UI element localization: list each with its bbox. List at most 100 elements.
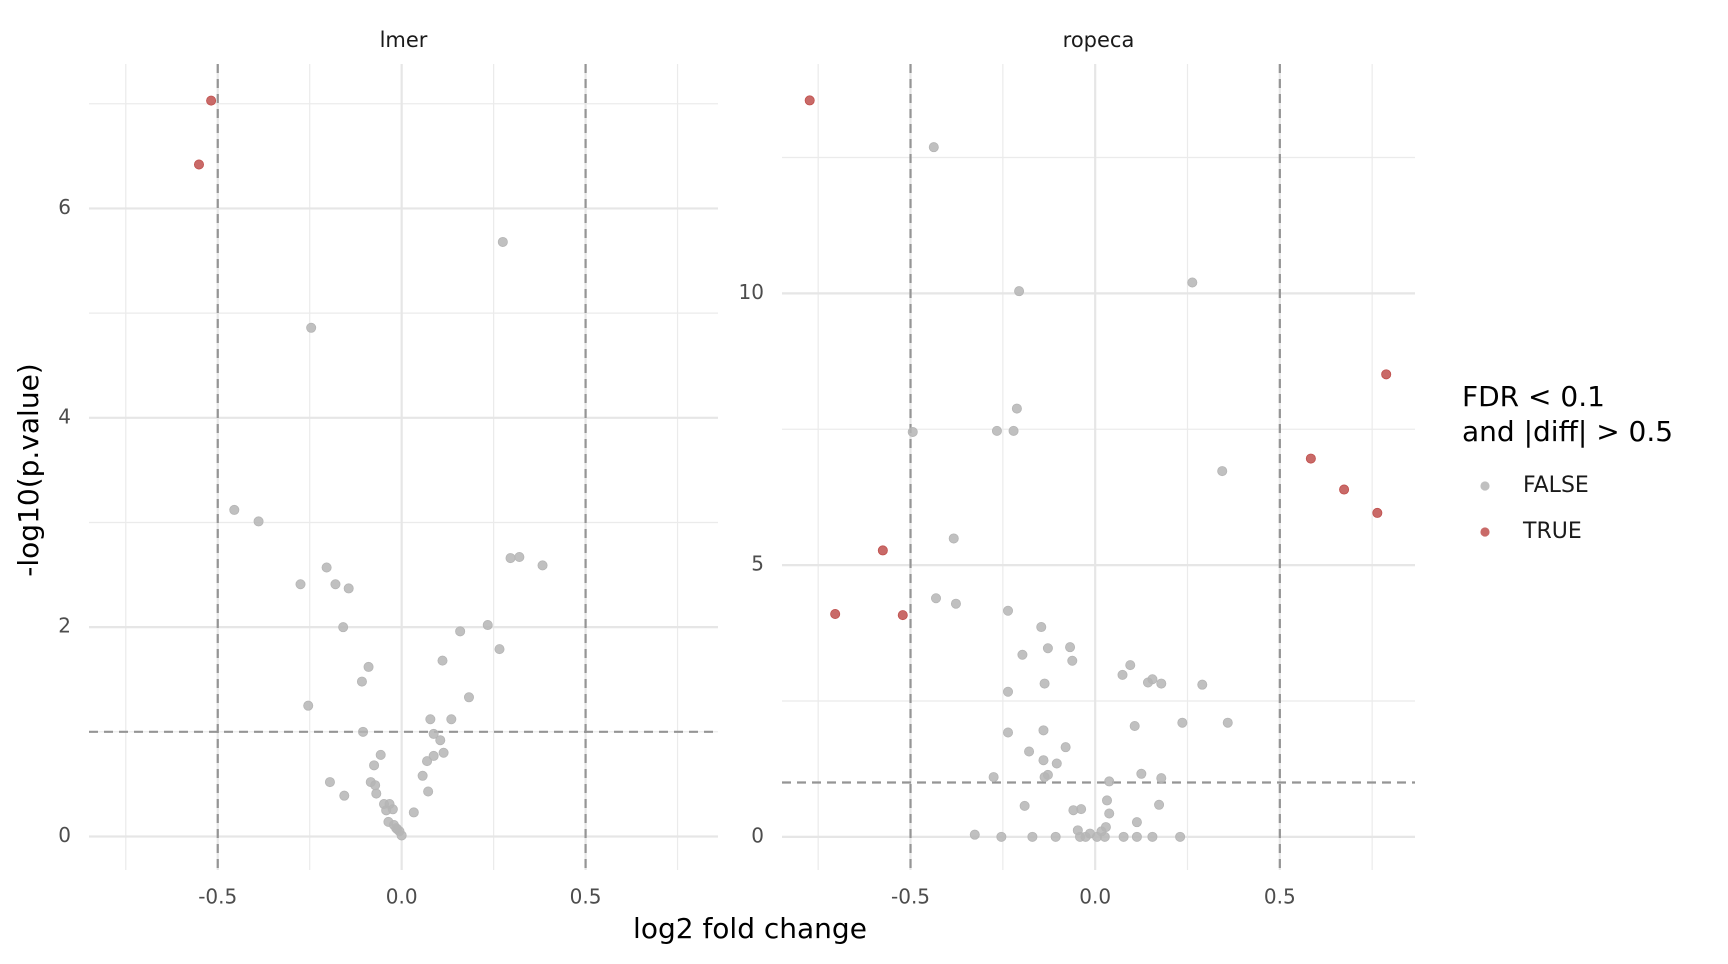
point	[369, 760, 380, 771]
point	[1003, 605, 1014, 616]
point	[1222, 717, 1233, 728]
legend-swatch	[1480, 481, 1490, 491]
x-tick-label: 0.0	[386, 885, 418, 909]
point	[931, 593, 942, 604]
point	[907, 426, 918, 437]
point	[356, 676, 367, 687]
x-tick-label: -0.5	[198, 885, 237, 909]
point	[1099, 831, 1110, 842]
legend-swatch	[1480, 527, 1490, 537]
point	[422, 756, 433, 767]
point	[1154, 799, 1165, 810]
point	[306, 322, 317, 333]
point	[1131, 817, 1142, 828]
legend-title: FDR < 0.1	[1462, 380, 1605, 413]
x-tick-label: 0.5	[570, 885, 602, 909]
point	[1042, 643, 1053, 654]
point	[1131, 831, 1142, 842]
point	[1101, 795, 1112, 806]
point	[1156, 678, 1167, 689]
x-axis-title: log2 fold change	[633, 912, 867, 945]
point	[428, 728, 439, 739]
panel-title: lmer	[380, 28, 428, 52]
point	[988, 772, 999, 783]
y-tick-label: 10	[739, 280, 764, 304]
point	[206, 95, 217, 106]
y-tick-label: 5	[751, 552, 764, 576]
point	[1068, 805, 1079, 816]
y-tick-label: 2	[58, 614, 71, 638]
point	[1129, 720, 1140, 731]
point	[438, 747, 449, 758]
point	[1117, 669, 1128, 680]
y-tick-label: 0	[58, 823, 71, 847]
point	[1039, 678, 1050, 689]
point	[1060, 742, 1071, 753]
point	[229, 504, 240, 515]
point	[1027, 831, 1038, 842]
point	[330, 579, 341, 590]
point	[371, 788, 382, 799]
point	[428, 750, 439, 761]
point	[1011, 403, 1022, 414]
point	[996, 831, 1007, 842]
y-tick-label: 4	[58, 404, 71, 428]
x-tick-label: -0.5	[891, 885, 930, 909]
point	[897, 610, 908, 621]
legend-label: FALSE	[1523, 473, 1589, 498]
point	[1197, 679, 1208, 690]
point	[435, 735, 446, 746]
point	[321, 562, 332, 573]
point	[928, 142, 939, 153]
point	[1381, 369, 1392, 380]
point	[455, 626, 466, 637]
point	[1125, 660, 1136, 671]
point	[363, 661, 374, 672]
point	[1003, 686, 1014, 697]
x-tick-label: 0.0	[1079, 885, 1111, 909]
point	[324, 777, 335, 788]
point	[1051, 758, 1062, 769]
point	[1104, 776, 1115, 787]
point	[417, 770, 428, 781]
point	[437, 655, 448, 666]
point	[1003, 727, 1014, 738]
point	[423, 786, 434, 797]
point	[1147, 831, 1158, 842]
point	[446, 714, 457, 725]
point	[1142, 677, 1153, 688]
point	[463, 692, 474, 703]
point	[1050, 831, 1061, 842]
point	[1067, 655, 1078, 666]
point	[1136, 768, 1147, 779]
point	[1175, 831, 1186, 842]
point	[1039, 772, 1050, 783]
point	[1187, 277, 1198, 288]
point	[1065, 642, 1076, 653]
point	[1019, 800, 1030, 811]
point	[514, 552, 525, 563]
point	[537, 560, 548, 571]
point	[1372, 507, 1383, 518]
point	[391, 823, 402, 834]
point	[370, 780, 381, 791]
point	[830, 609, 841, 620]
point	[1024, 746, 1035, 757]
y-tick-label: 0	[751, 823, 764, 847]
y-tick-label: 6	[58, 195, 71, 219]
point	[497, 236, 508, 247]
legend-label: TRUE	[1522, 519, 1582, 544]
point	[804, 95, 815, 106]
x-tick-label: 0.5	[1264, 885, 1296, 909]
point	[877, 545, 888, 556]
point	[295, 579, 306, 590]
panel-title: ropeca	[1063, 28, 1135, 52]
point	[1118, 831, 1129, 842]
point	[1177, 717, 1188, 728]
point	[948, 533, 959, 544]
point	[425, 714, 436, 725]
point	[1217, 466, 1228, 477]
point	[387, 804, 398, 815]
point	[1038, 755, 1049, 766]
